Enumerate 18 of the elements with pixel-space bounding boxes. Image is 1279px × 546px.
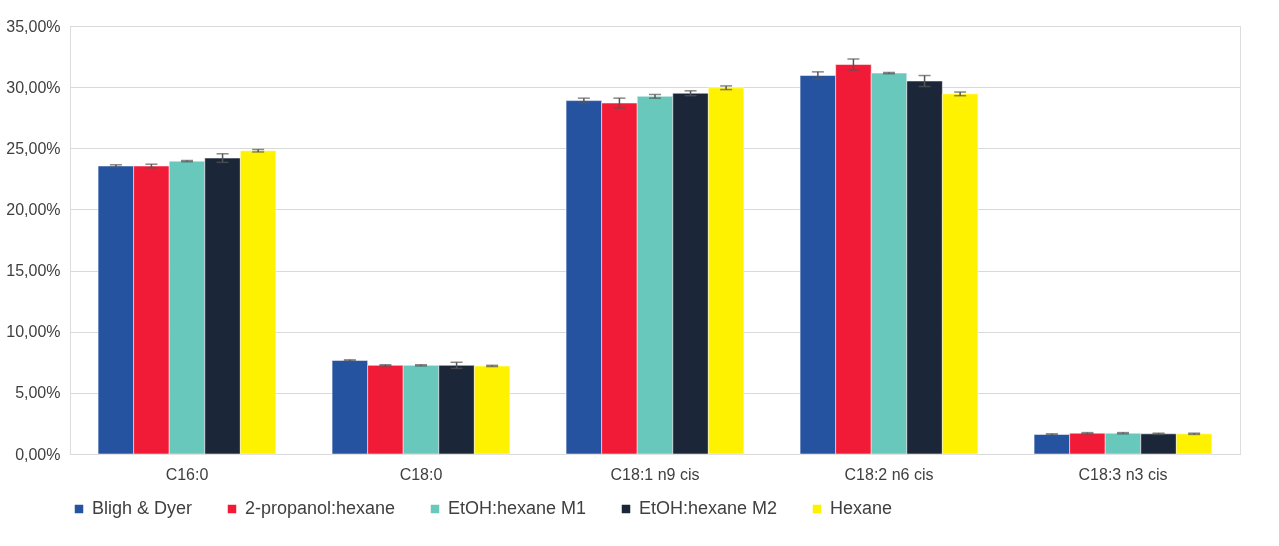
y-tick-label: 25,00% bbox=[6, 139, 61, 157]
y-tick-label: 5,00% bbox=[15, 384, 61, 402]
legend-label: EtOH:hexane M2 bbox=[639, 498, 778, 518]
x-tick-label: C18:0 bbox=[399, 465, 443, 483]
y-tick-label: 0,00% bbox=[15, 445, 61, 463]
x-tick-label: C18:2 n6 cis bbox=[844, 465, 934, 483]
legend-label: EtOH:hexane M1 bbox=[448, 498, 587, 518]
x-tick-label: C16:0 bbox=[165, 465, 209, 483]
x-tick-label: C18:1 n9 cis bbox=[610, 465, 700, 483]
legend-label: Bligh & Dyer bbox=[92, 498, 193, 518]
y-tick-label: 10,00% bbox=[6, 323, 61, 341]
legend-label: Hexane bbox=[830, 498, 893, 518]
y-tick-label: 20,00% bbox=[6, 200, 61, 218]
y-tick-label: 15,00% bbox=[6, 262, 61, 280]
legend-label: 2-propanol:hexane bbox=[245, 498, 396, 518]
y-tick-label: 35,00% bbox=[6, 17, 61, 35]
x-tick-label: C18:3 n3 cis bbox=[1078, 465, 1168, 483]
y-tick-label: 30,00% bbox=[6, 78, 61, 96]
